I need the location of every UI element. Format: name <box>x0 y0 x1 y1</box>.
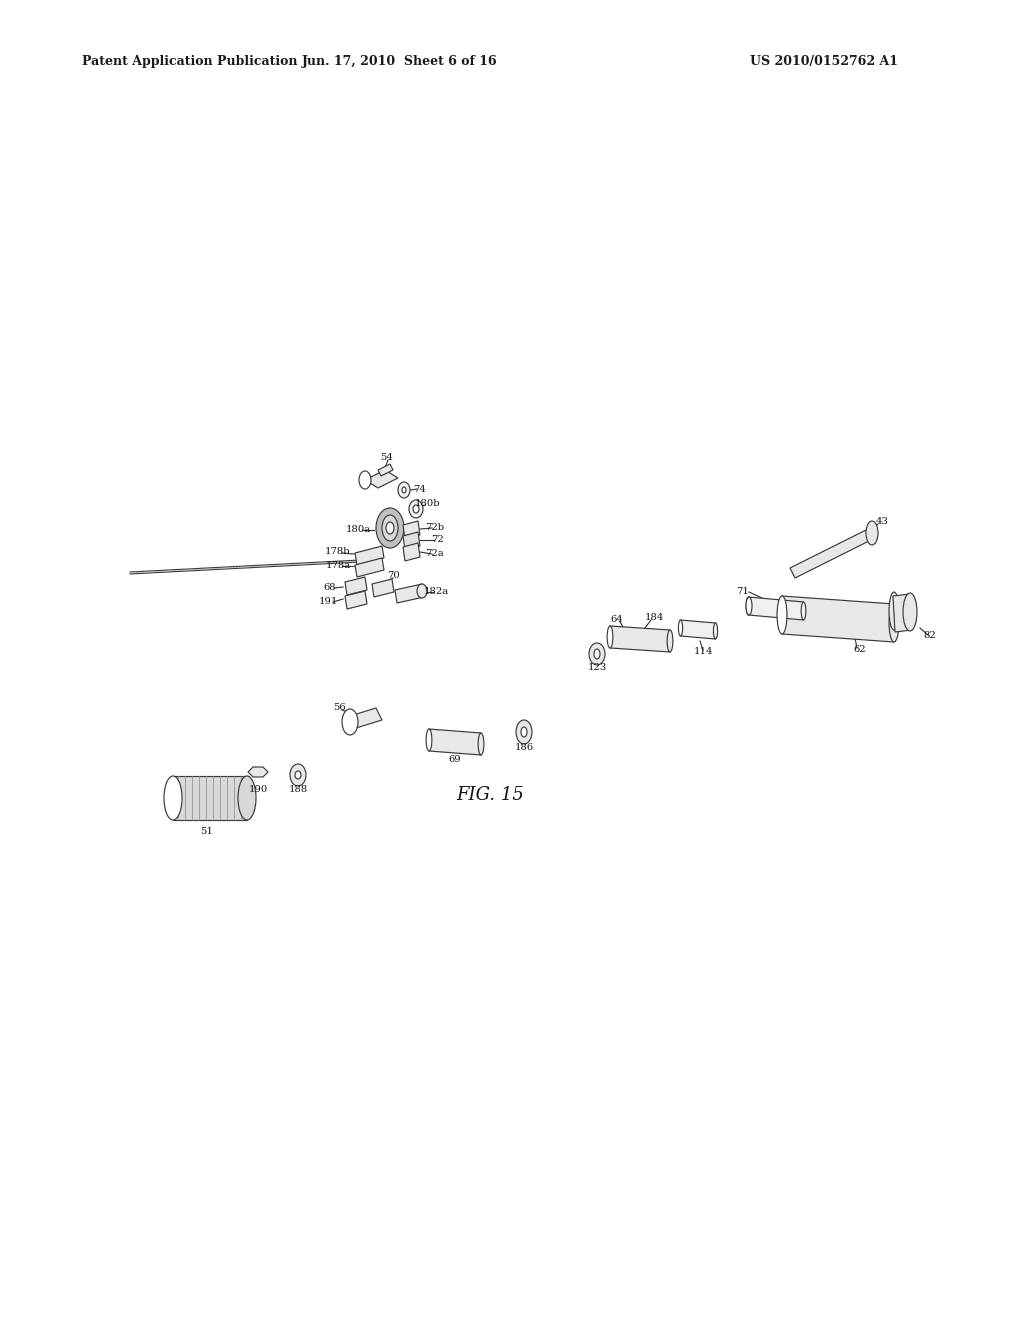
Text: 64: 64 <box>610 615 624 624</box>
Text: 190: 190 <box>249 785 267 795</box>
Ellipse shape <box>594 649 600 659</box>
Ellipse shape <box>417 583 427 598</box>
Ellipse shape <box>376 508 404 548</box>
Ellipse shape <box>382 515 398 541</box>
Ellipse shape <box>478 733 484 755</box>
Polygon shape <box>350 708 382 729</box>
Ellipse shape <box>866 521 878 545</box>
Text: 72b: 72b <box>425 523 444 532</box>
Polygon shape <box>372 579 394 597</box>
Ellipse shape <box>889 591 899 630</box>
Text: FIG. 15: FIG. 15 <box>456 785 524 804</box>
Text: 182a: 182a <box>423 587 449 597</box>
Polygon shape <box>681 620 716 639</box>
Ellipse shape <box>290 764 306 785</box>
Ellipse shape <box>238 776 256 820</box>
Polygon shape <box>749 597 804 620</box>
Text: 178a: 178a <box>326 561 350 570</box>
Text: US 2010/0152762 A1: US 2010/0152762 A1 <box>750 55 898 69</box>
Polygon shape <box>345 577 367 595</box>
Ellipse shape <box>386 521 394 535</box>
Text: 82: 82 <box>924 631 936 639</box>
Ellipse shape <box>668 630 673 652</box>
Ellipse shape <box>521 727 527 737</box>
Text: 72: 72 <box>431 536 443 544</box>
Polygon shape <box>403 532 420 550</box>
Text: 62: 62 <box>854 645 866 655</box>
Text: 68: 68 <box>324 582 336 591</box>
Ellipse shape <box>777 597 786 634</box>
Text: Patent Application Publication: Patent Application Publication <box>82 55 298 69</box>
Ellipse shape <box>342 709 358 735</box>
Text: 54: 54 <box>381 453 393 462</box>
Text: 70: 70 <box>387 572 399 581</box>
Ellipse shape <box>714 623 718 639</box>
Text: 56: 56 <box>334 704 346 713</box>
Text: 71: 71 <box>736 586 750 595</box>
Polygon shape <box>403 521 420 539</box>
Polygon shape <box>378 465 393 477</box>
Ellipse shape <box>426 729 432 751</box>
Text: 188: 188 <box>289 784 307 793</box>
Ellipse shape <box>164 776 182 820</box>
Ellipse shape <box>516 719 532 744</box>
Polygon shape <box>893 594 912 632</box>
Text: 186: 186 <box>514 742 534 751</box>
Ellipse shape <box>413 506 419 513</box>
Text: 74: 74 <box>414 484 426 494</box>
Ellipse shape <box>889 605 899 642</box>
Ellipse shape <box>402 487 406 492</box>
Ellipse shape <box>607 626 612 648</box>
Polygon shape <box>365 470 398 488</box>
Ellipse shape <box>746 597 751 615</box>
Polygon shape <box>248 767 268 777</box>
Polygon shape <box>355 546 384 565</box>
Ellipse shape <box>589 643 605 665</box>
Polygon shape <box>790 528 874 578</box>
Text: 180b: 180b <box>415 499 440 508</box>
Ellipse shape <box>398 482 410 498</box>
Ellipse shape <box>746 597 752 615</box>
Polygon shape <box>345 591 367 609</box>
Ellipse shape <box>295 771 301 779</box>
Polygon shape <box>782 597 894 642</box>
Ellipse shape <box>903 593 918 631</box>
Polygon shape <box>395 583 424 603</box>
Ellipse shape <box>359 471 371 488</box>
Text: 72a: 72a <box>426 549 444 557</box>
Ellipse shape <box>679 620 683 636</box>
Text: 178b: 178b <box>326 548 351 557</box>
Text: 51: 51 <box>201 828 213 837</box>
Text: Jun. 17, 2010  Sheet 6 of 16: Jun. 17, 2010 Sheet 6 of 16 <box>302 55 498 69</box>
Polygon shape <box>403 543 420 561</box>
Text: 184: 184 <box>644 614 664 623</box>
Text: 114: 114 <box>693 648 713 656</box>
Text: 191: 191 <box>318 598 338 606</box>
Ellipse shape <box>801 602 806 620</box>
Text: 180a: 180a <box>345 525 371 535</box>
Polygon shape <box>173 776 247 820</box>
Text: 123: 123 <box>588 664 606 672</box>
Polygon shape <box>429 729 481 755</box>
Text: 43: 43 <box>876 517 889 527</box>
Text: 69: 69 <box>449 755 462 763</box>
Ellipse shape <box>409 500 423 517</box>
Polygon shape <box>610 626 670 652</box>
Polygon shape <box>355 558 384 577</box>
